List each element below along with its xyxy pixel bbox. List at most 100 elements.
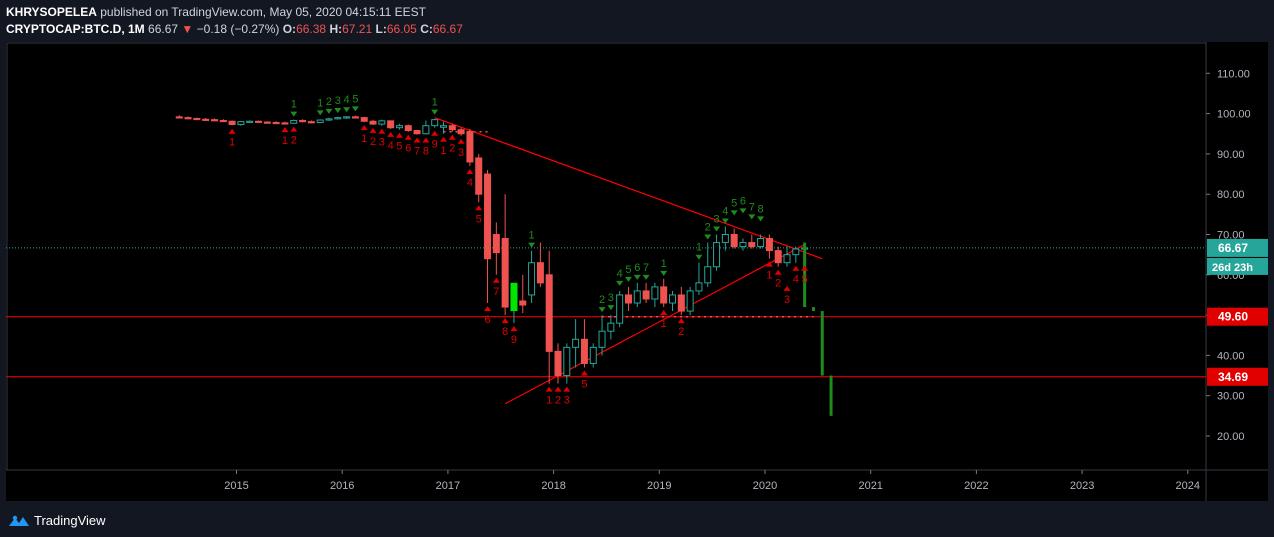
candle-body: [351, 116, 359, 119]
candle-body: [598, 330, 606, 348]
count-label: 1: [440, 145, 446, 157]
count-arrow-down-icon: [713, 226, 721, 232]
count-arrow-up-icon: [510, 326, 518, 332]
published-text: published on TradingView.com, May 05, 20…: [96, 5, 427, 19]
chart-background: [6, 42, 1268, 501]
candle-body: [721, 234, 729, 244]
candle-body: [343, 116, 351, 119]
tradingview-logo-icon: [9, 515, 29, 526]
high-label: H:: [329, 22, 343, 36]
candle-body: [448, 125, 456, 131]
candle-body: [184, 117, 192, 120]
count-arrow-up-icon: [765, 261, 773, 267]
count-label: 5: [476, 213, 482, 225]
candle-body: [545, 274, 553, 352]
count-arrow-down-icon: [695, 254, 703, 260]
symbol-name[interactable]: CRYPTOCAP:BTC.D, 1M: [6, 22, 145, 36]
count-arrow-down-icon: [633, 274, 641, 280]
level-label-1: 49.60: [1218, 310, 1248, 324]
chart-header: KHRYSOPELEA published on TradingView.com…: [0, 0, 1274, 40]
count-label: 3: [784, 294, 790, 306]
candle-body: [686, 290, 694, 312]
count-arrow-up-icon: [404, 134, 412, 140]
open-value: 66.38: [296, 22, 327, 36]
count-label: 2: [449, 143, 455, 155]
count-arrow-up-icon: [660, 310, 668, 316]
time-tick-label: 2017: [436, 480, 460, 492]
brand-name: TradingView: [34, 513, 106, 528]
price-labels: 66.67 26d 23h 49.60 34.69: [1207, 238, 1268, 386]
candle-body: [228, 120, 236, 125]
last-price: 66.67: [148, 22, 179, 36]
candle-body: [475, 157, 483, 195]
symbol-info: CRYPTOCAP:BTC.D, 1M 66.67 ▼ −0.18 (−0.27…: [6, 22, 463, 36]
price-tick-label: 100.00: [1217, 109, 1251, 121]
author-name[interactable]: KHRYSOPELEA: [6, 5, 97, 19]
count-arrow-down-icon: [748, 214, 756, 220]
level-label-1-bg: [1207, 307, 1268, 326]
candle-body: [633, 290, 641, 304]
count-label: 3: [458, 147, 464, 159]
count-label: 6: [484, 314, 490, 326]
count-arrow-down-icon: [431, 109, 439, 115]
count-label: 2: [370, 136, 376, 148]
count-arrow-down-icon: [660, 270, 668, 276]
trendlines: [434, 117, 823, 405]
trendline-1[interactable]: [434, 117, 823, 260]
candle-body: [677, 294, 685, 312]
count-label: 1: [361, 133, 367, 145]
candle-body: [589, 346, 597, 364]
candle-body: [281, 122, 289, 125]
candle-body: [757, 238, 765, 248]
count-arrow-up-icon: [378, 128, 386, 134]
price-tick-label: 80.00: [1217, 189, 1245, 201]
level-label-2: 34.69: [1218, 370, 1248, 384]
candle-body: [193, 117, 201, 121]
count-label: 1: [282, 135, 288, 147]
candle-body: [704, 266, 712, 284]
count-label: 1: [291, 99, 297, 111]
trendline-2[interactable]: [504, 244, 805, 405]
count-arrow-up-icon: [448, 134, 456, 140]
candle-body: [457, 129, 465, 135]
candle-body: [246, 120, 254, 123]
candle-body: [466, 131, 474, 163]
count-label: 3: [564, 395, 570, 407]
count-label: 1: [229, 137, 235, 149]
count-arrow-up-icon: [457, 138, 465, 144]
count-label: 5: [352, 93, 358, 105]
count-label: 3: [713, 214, 719, 226]
count-label: 1: [317, 97, 323, 109]
projection-bar: [811, 307, 815, 312]
candle-body: [624, 294, 632, 304]
horizontal-levels: [6, 130, 1206, 378]
tradingview-brand[interactable]: TradingView: [8, 513, 106, 528]
candles: [175, 115, 833, 416]
candle-body: [660, 286, 668, 304]
time-axis[interactable]: 2015 2016 2017 2018 2019 2020 2021 2022 2023 2024: [224, 470, 1200, 492]
countdown-label-bg: [1207, 257, 1268, 275]
count-label: 2: [555, 395, 561, 407]
count-arrow-up-icon: [792, 265, 800, 271]
count-arrow-up-icon: [545, 386, 553, 392]
count-arrow-down-icon: [616, 280, 624, 286]
count-label: 4: [467, 177, 473, 189]
price-axis[interactable]: 110.00100.0090.0080.0070.0060.0050.0040.…: [1206, 68, 1251, 443]
time-tick-label: 2024: [1176, 480, 1200, 492]
candle-body: [713, 242, 721, 268]
count-arrow-down-icon: [721, 218, 729, 224]
candle-body: [765, 238, 773, 252]
candle-body: [554, 350, 562, 377]
candle-body: [651, 286, 659, 300]
count-label: 3: [335, 95, 341, 107]
count-label: 9: [511, 334, 517, 346]
count-arrow-up-icon: [360, 125, 368, 131]
count-label: 5: [581, 378, 587, 390]
count-arrow-up-icon: [439, 136, 447, 142]
count-arrow-up-icon: [492, 277, 500, 283]
time-tick-label: 2019: [647, 480, 671, 492]
candle-body: [360, 117, 368, 122]
